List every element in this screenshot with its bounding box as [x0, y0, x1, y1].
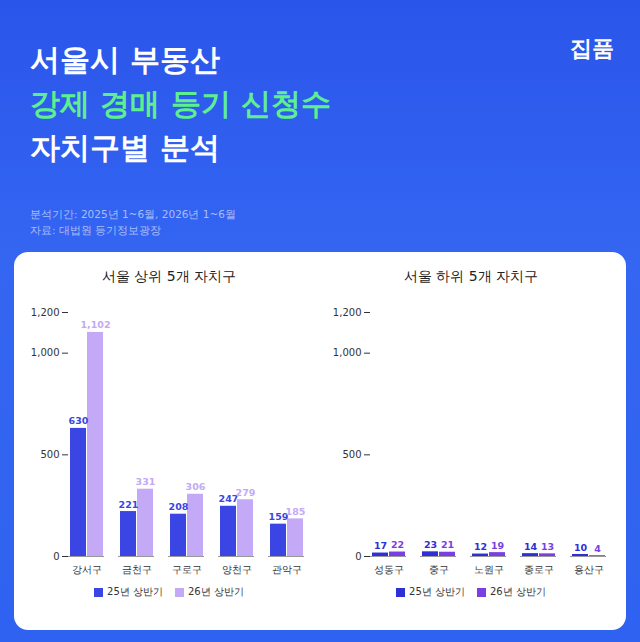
svg-text:17: 17 — [374, 540, 387, 551]
html-text:서울 상위 5개 자치구: 서울 상위 5개 자치구 — [101, 268, 237, 284]
html-text:25년 상반기: 25년 상반기 — [409, 586, 465, 597]
svg-text:185: 185 — [286, 506, 306, 517]
svg-text:500: 500 — [342, 449, 361, 460]
svg-text:221: 221 — [119, 499, 139, 510]
svg-text:구로구: 구로구 — [172, 564, 202, 575]
html-text:26년 상반기: 26년 상반기 — [188, 586, 244, 597]
svg-text:23: 23 — [424, 539, 437, 550]
html-text:자료: 대법원 등기정보광장: 자료: 대법원 등기정보광장 — [30, 224, 162, 236]
svg-text:630: 630 — [69, 415, 89, 426]
svg-text:금천구: 금천구 — [122, 564, 152, 575]
html-text:25년 상반기: 25년 상반기 — [107, 586, 163, 597]
svg-text:159: 159 — [268, 511, 289, 523]
html-text:26년 상반기: 26년 상반기 — [490, 586, 546, 597]
svg-text:247: 247 — [218, 493, 239, 505]
svg-text:279: 279 — [236, 487, 256, 498]
svg-text:노원구: 노원구 — [474, 564, 504, 575]
svg-text:성동구: 성동구 — [374, 564, 404, 575]
svg-text:1,102: 1,102 — [80, 319, 110, 330]
svg-text:1,200: 1,200 — [31, 307, 60, 318]
svg-text:0: 0 — [355, 551, 361, 562]
svg-text:0: 0 — [53, 551, 59, 562]
html-text:강제 경매 등기 신청수: 강제 경매 등기 신청수 — [30, 86, 332, 121]
svg-text:19: 19 — [491, 540, 504, 551]
svg-text:10: 10 — [574, 542, 588, 553]
svg-text:4: 4 — [594, 543, 601, 554]
svg-text:12: 12 — [474, 541, 487, 552]
svg-text:500: 500 — [40, 449, 59, 460]
svg-text:종로구: 종로구 — [524, 564, 554, 575]
svg-text:22: 22 — [391, 539, 404, 550]
svg-text:21: 21 — [441, 539, 454, 550]
svg-text:14: 14 — [524, 541, 538, 552]
html-text:집품: 집품 — [570, 36, 614, 61]
svg-text:1,000: 1,000 — [31, 347, 60, 358]
html-text:서울시 부동산: 서울시 부동산 — [30, 42, 221, 77]
svg-text:용산구: 용산구 — [574, 564, 604, 575]
svg-text:208: 208 — [169, 501, 189, 512]
svg-text:중구: 중구 — [429, 564, 449, 575]
svg-text:306: 306 — [186, 481, 206, 492]
svg-text:331: 331 — [136, 476, 156, 487]
svg-text:양천구: 양천구 — [222, 564, 252, 575]
html-text:자치구별 분석: 자치구별 분석 — [30, 130, 221, 165]
svg-text:13: 13 — [541, 541, 554, 552]
svg-text:강서구: 강서구 — [72, 564, 102, 575]
svg-text:관악구: 관악구 — [272, 564, 302, 575]
svg-text:1,200: 1,200 — [333, 307, 362, 318]
html-text:분석기간: 2025년 1~6월, 2026년 1~6월: 분석기간: 2025년 1~6월, 2026년 1~6월 — [30, 208, 236, 220]
svg-text:1,000: 1,000 — [333, 347, 362, 358]
html-text:서울 하위 5개 자치구: 서울 하위 5개 자치구 — [403, 268, 539, 284]
